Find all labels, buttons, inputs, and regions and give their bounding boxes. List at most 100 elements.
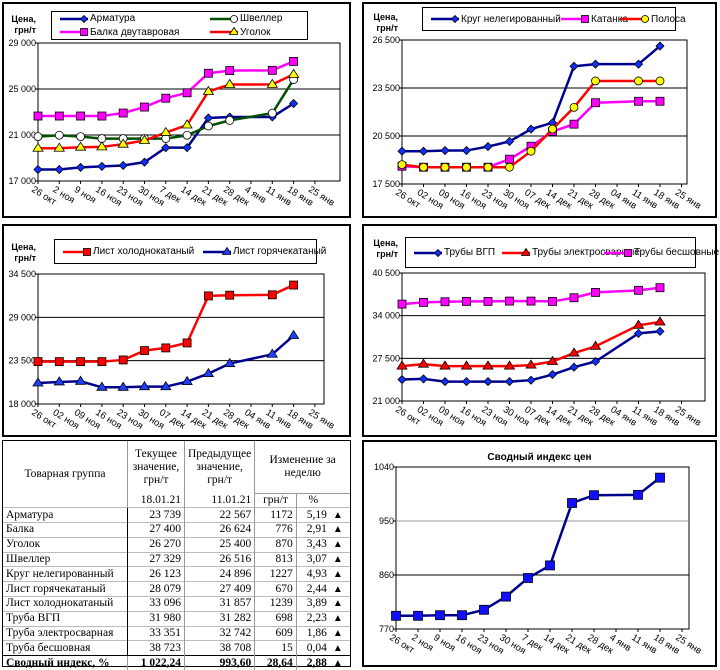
series-2: [397, 76, 665, 172]
data-point: [287, 68, 300, 78]
row-name: Труба бесшовная: [3, 640, 128, 656]
legend-marker: [520, 247, 530, 256]
series-1: [396, 316, 666, 370]
legend-diamond-icon: [60, 14, 88, 23]
data-point: [182, 88, 192, 98]
row-change-pct: 0,04: [295, 640, 330, 656]
table-row: Балка 27 400 26 624 776 2,91 ▲: [3, 522, 350, 538]
row-change-pct: 1,86: [295, 625, 330, 641]
data-point: [118, 160, 128, 171]
data-point: [76, 162, 86, 172]
chart-round-wire-strip: 17 500 20 500 23 500 26 500 26 окт 02 ноя 09 н…: [362, 2, 717, 218]
y-tick-label: 34 000: [372, 311, 400, 321]
row-current: 27 400: [127, 522, 185, 538]
legend-item: Трубы электросварные: [502, 247, 640, 259]
data-point: [483, 162, 493, 172]
row-change-pct: 3,07: [295, 551, 330, 567]
data-point: [97, 161, 107, 171]
data-point: [655, 41, 665, 51]
legend-item: Катанка: [561, 13, 628, 25]
data-point: [54, 130, 64, 140]
data-point: [76, 132, 85, 142]
legend-label: Швеллер: [240, 13, 283, 25]
row-change-pct: 2,91: [295, 522, 330, 538]
legend-square-icon: [63, 247, 91, 256]
data-point: [457, 610, 467, 621]
table-row: Арматура 23 739 22 567 1172 5,19 ▲: [3, 507, 350, 523]
price-table: Товарная группа Текущее значение, грн/т …: [2, 440, 351, 670]
row-current: 26 270: [127, 536, 185, 553]
data-point: [632, 319, 645, 329]
data-point: [526, 146, 536, 156]
y-axis-label: Цена, грн/т: [373, 238, 398, 259]
legend-item: Арматура: [60, 13, 135, 25]
row-arrow-up-icon: ▲: [329, 655, 350, 670]
data-point: [181, 375, 193, 386]
data-point: [440, 145, 450, 156]
row-name: Балка: [3, 522, 128, 538]
y-axis-label: Цена, грн/т: [11, 14, 36, 35]
y-tick-label: 950: [379, 516, 394, 526]
plot-area: [401, 39, 688, 185]
data-point: [267, 65, 277, 75]
data-point: [548, 124, 557, 134]
x-tick-label: 9 ноя: [72, 184, 98, 206]
row-change-pct: 3,43: [295, 536, 330, 553]
table-row: Круг нелегированный 26 123 24 896 1227 4,93 ▲: [3, 566, 350, 582]
data-point: [203, 68, 213, 78]
data-point: [504, 377, 515, 387]
x-tick-label: 9 ноя: [431, 632, 457, 654]
row-current: 38 723: [127, 640, 185, 656]
data-point: [182, 338, 192, 348]
data-point: [117, 138, 129, 148]
data-point: [225, 66, 235, 75]
data-point: [160, 380, 172, 391]
data-point: [569, 102, 579, 112]
data-point: [140, 102, 149, 112]
y-tick-label: 1040: [374, 462, 394, 472]
legend-marker: [80, 28, 88, 37]
data-point: [203, 121, 213, 131]
legend-square-icon: [60, 28, 88, 37]
data-point: [140, 346, 149, 355]
data-point: [503, 360, 516, 370]
y-tick-label: 20 500: [372, 131, 400, 141]
y-tick-label: 18 000: [8, 399, 36, 409]
data-point: [505, 296, 514, 306]
legend: Трубы ВГП Трубы электросварные Трубы бесшо…: [405, 237, 719, 268]
plot-area: [395, 466, 690, 630]
data-point: [526, 375, 536, 385]
data-point: [266, 78, 279, 88]
data-point: [633, 489, 643, 500]
data-point: [569, 362, 579, 372]
row-arrow-up-icon: ▲: [329, 536, 350, 553]
row-change-pct: 3,89: [295, 596, 330, 612]
data-point: [419, 298, 428, 307]
row-change-pct: 2,88: [295, 655, 330, 670]
data-point: [418, 374, 429, 384]
data-point: [418, 146, 429, 156]
header-change-pct: %: [295, 493, 330, 508]
row-previous: 22 567: [183, 507, 255, 523]
data-point: [97, 111, 107, 121]
row-arrow-up-icon: ▲: [329, 625, 350, 641]
table-row: Уголок 26 270 25 400 870 3,43 ▲: [3, 536, 350, 553]
data-point: [439, 360, 451, 370]
legend-triangle-icon: [210, 27, 238, 36]
data-point: [118, 355, 128, 365]
data-point: [440, 377, 450, 387]
legend-square-icon: [561, 15, 589, 23]
plot-area: [401, 272, 706, 402]
data-point: [97, 357, 107, 367]
row-previous: 31 857: [183, 596, 255, 612]
data-point: [161, 93, 171, 103]
row-previous: 24 896: [183, 566, 255, 582]
data-point: [440, 297, 450, 307]
legend-marker: [221, 246, 231, 255]
row-arrow-up-icon: ▲: [329, 507, 350, 523]
table-row: Труба электросварная 33 351 32 742 609 1,86 ▲: [3, 625, 350, 641]
chart-long-products: 17 000 21 000 25 000 29 000 26 окт 2 ноя 9 ноя…: [2, 2, 351, 218]
data-point: [118, 108, 128, 118]
row-name: Сводный индекс, %: [3, 655, 128, 670]
